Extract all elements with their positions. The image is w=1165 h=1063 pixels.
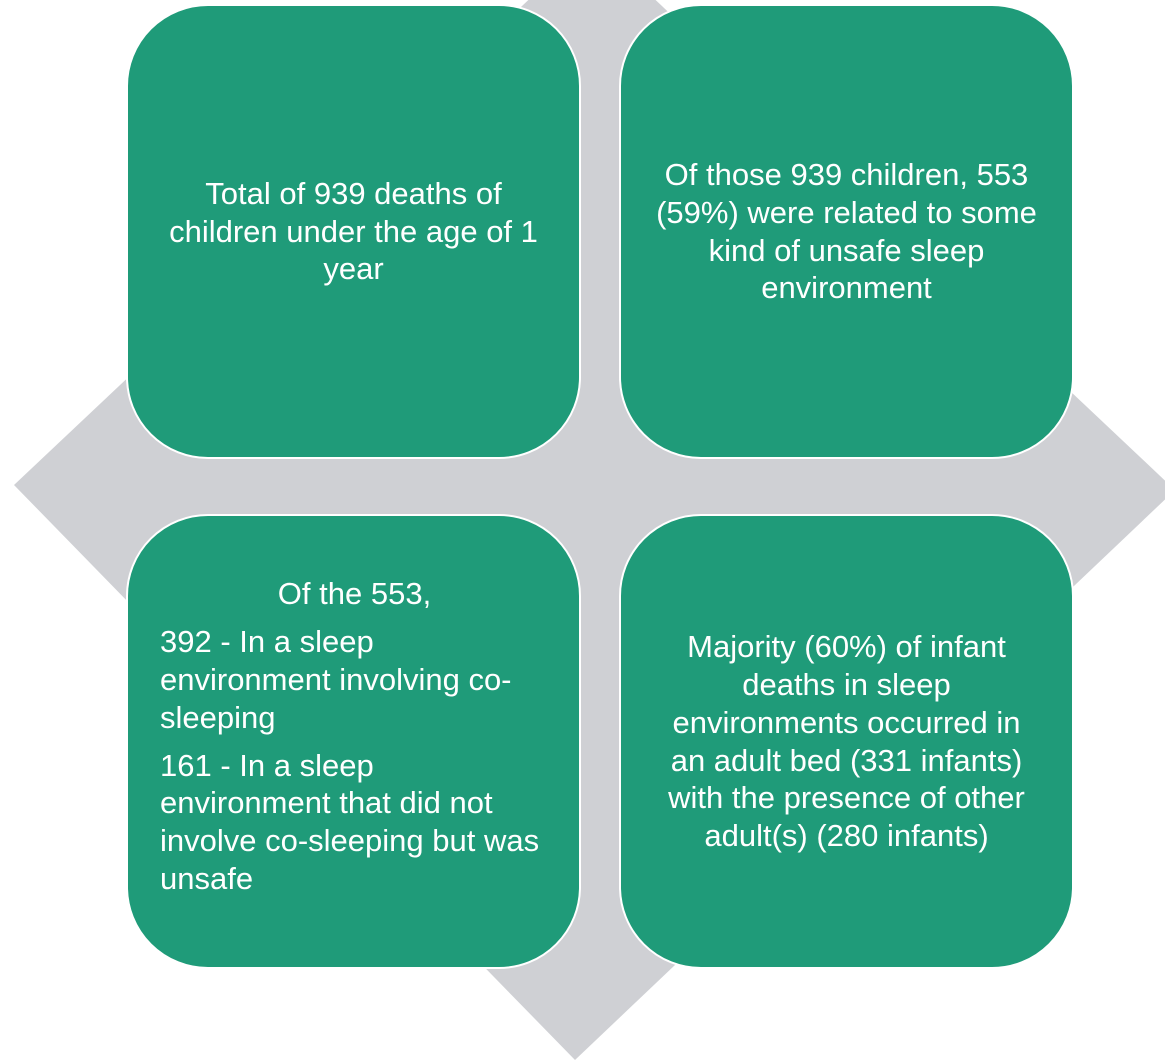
- box-item: 392 - In a sleep environment involving c…: [160, 624, 512, 735]
- box-text: Majority (60%) of infant deaths in sleep…: [668, 629, 1025, 854]
- box-text: Total of 939 deaths of children under th…: [169, 175, 538, 287]
- box-bottom-left: Of the 553, 392 - In a sleep environment…: [126, 514, 581, 969]
- box-bottom-right: Majority (60%) of infant deaths in sleep…: [619, 514, 1074, 969]
- box-text: Of those 939 children, 553 (59%) were re…: [656, 156, 1037, 306]
- box-top-right: Of those 939 children, 553 (59%) were re…: [619, 4, 1074, 459]
- box-heading: Of the 553,: [277, 576, 432, 612]
- box-top-left: Total of 939 deaths of children under th…: [126, 4, 581, 459]
- box-item: 161 - In a sleep environment that did no…: [160, 747, 540, 896]
